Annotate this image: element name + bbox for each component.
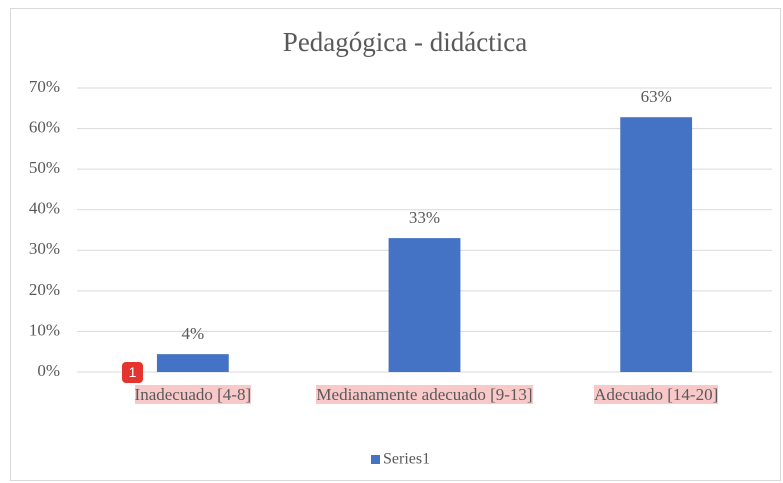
legend-label: Series1 <box>383 451 430 468</box>
y-tick-label: 30% <box>29 239 60 258</box>
y-tick-label: 40% <box>29 199 60 218</box>
chart-title: Pedagógica - didáctica <box>283 27 527 57</box>
y-tick-label: 50% <box>29 158 60 177</box>
legend-swatch <box>371 455 380 464</box>
y-tick-label: 0% <box>37 361 60 380</box>
x-tick-label-box: Medianamente adecuado [9-13] <box>312 385 538 405</box>
y-tick-label: 70% <box>29 77 60 96</box>
bar <box>388 238 461 372</box>
y-tick-label: 60% <box>29 117 60 136</box>
badge: 1 <box>122 362 143 383</box>
y-tick-label: 10% <box>29 320 60 339</box>
y-tick-label: 20% <box>29 280 60 299</box>
bar <box>620 117 693 372</box>
x-tick-label-box: Inadecuado [4-8] <box>80 385 306 405</box>
data-label: 63% <box>641 87 672 106</box>
x-tick-label: Adecuado [14-20] <box>594 385 719 404</box>
data-label: 33% <box>409 208 440 227</box>
bar <box>156 354 229 372</box>
data-label: 4% <box>181 324 204 343</box>
x-tick-label: Medianamente adecuado [9-13] <box>316 385 533 404</box>
x-tick-label-box: Adecuado [14-20] <box>543 385 769 405</box>
x-tick-label: Inadecuado [4-8] <box>134 385 252 404</box>
